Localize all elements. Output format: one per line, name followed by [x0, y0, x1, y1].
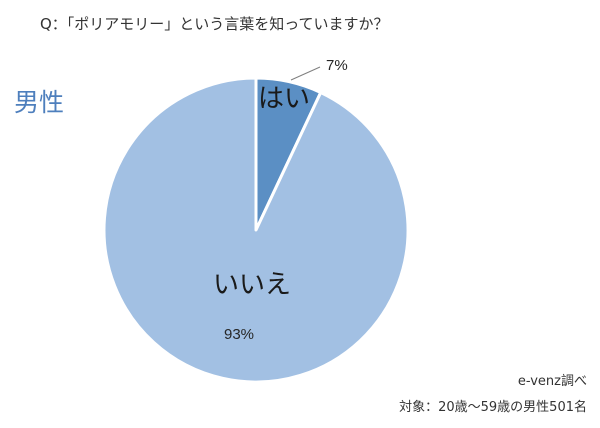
pie-slice-no — [102, 76, 410, 384]
slice-value-no: 93% — [224, 326, 254, 343]
slice-label-yes: はい — [258, 84, 310, 114]
slice-label-no: いいえ — [213, 270, 291, 300]
group-label: 男性 — [14, 88, 64, 117]
leader-line — [290, 66, 321, 81]
sample-note: 対象：20歳～59歳の男性501名 — [399, 399, 587, 415]
chart-title: Q：「ポリアモリー」という言葉を知っていますか？ — [40, 15, 389, 33]
slice-value-yes: 7% — [326, 57, 348, 74]
source-note: e-venz調べ — [518, 374, 587, 389]
pie-slices — [102, 76, 410, 384]
